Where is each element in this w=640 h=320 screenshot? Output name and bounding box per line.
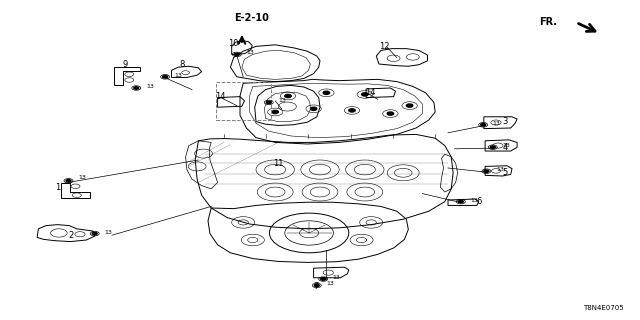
- Circle shape: [92, 232, 97, 235]
- Text: 4: 4: [502, 143, 508, 152]
- Text: 13: 13: [104, 229, 112, 235]
- Circle shape: [321, 278, 326, 280]
- Circle shape: [387, 112, 394, 115]
- Text: 12: 12: [379, 42, 389, 51]
- Text: 2: 2: [68, 231, 74, 240]
- Text: 7: 7: [314, 282, 319, 291]
- Text: 13: 13: [278, 98, 286, 103]
- Text: 13: 13: [470, 197, 478, 203]
- Circle shape: [362, 93, 368, 96]
- Circle shape: [272, 110, 278, 114]
- Circle shape: [66, 180, 71, 182]
- Circle shape: [323, 91, 330, 94]
- Circle shape: [266, 101, 271, 104]
- Circle shape: [285, 94, 291, 98]
- Text: 13: 13: [326, 281, 334, 286]
- Circle shape: [484, 170, 489, 172]
- Circle shape: [490, 146, 495, 148]
- Text: E-2-10: E-2-10: [234, 12, 269, 23]
- Text: 1: 1: [56, 183, 61, 192]
- Text: 3: 3: [502, 117, 508, 126]
- Circle shape: [234, 53, 239, 56]
- Text: FR.: FR.: [539, 17, 557, 28]
- Circle shape: [310, 107, 317, 110]
- Text: 13: 13: [496, 167, 504, 172]
- Text: 11: 11: [273, 159, 284, 168]
- Text: 13: 13: [333, 275, 340, 280]
- Text: 13: 13: [246, 50, 254, 55]
- Circle shape: [314, 284, 319, 287]
- Bar: [216, 82, 271, 120]
- Text: 6: 6: [477, 197, 482, 206]
- Text: 8: 8: [180, 60, 185, 68]
- Text: 5: 5: [502, 168, 508, 177]
- Circle shape: [406, 104, 413, 107]
- Text: 9: 9: [122, 60, 127, 68]
- Text: 13: 13: [146, 84, 154, 89]
- Text: T8N4E0705: T8N4E0705: [584, 305, 624, 311]
- Circle shape: [134, 87, 139, 89]
- Text: 13: 13: [175, 73, 182, 78]
- Circle shape: [481, 124, 486, 126]
- Circle shape: [163, 76, 168, 78]
- Text: 14: 14: [216, 92, 226, 100]
- Text: 10: 10: [228, 39, 239, 48]
- Circle shape: [349, 109, 355, 112]
- Text: 14: 14: [365, 88, 375, 97]
- Text: 13: 13: [78, 175, 86, 180]
- Text: 13: 13: [493, 121, 500, 126]
- Circle shape: [458, 200, 463, 203]
- Text: 13: 13: [502, 143, 510, 148]
